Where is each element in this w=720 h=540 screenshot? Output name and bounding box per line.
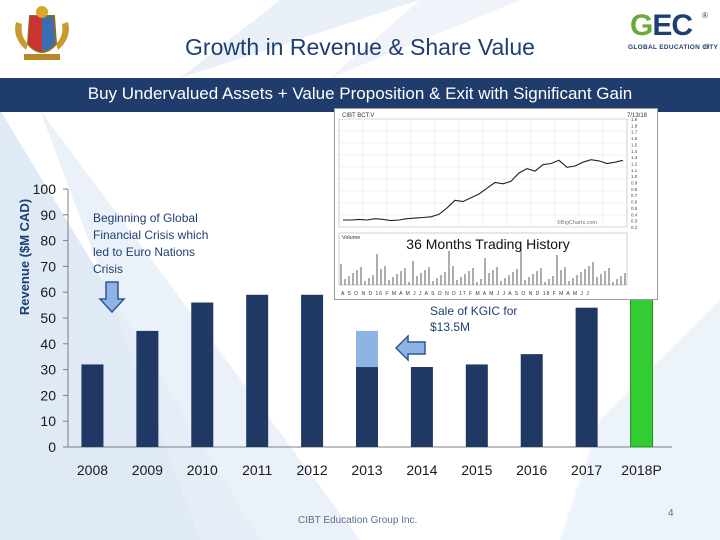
volume-label: Volume [342,235,360,241]
registered-mark-2: ® [704,44,710,51]
y-tick-label: 20 [40,387,56,403]
y-tick-label: 60 [40,284,56,300]
inset-date: 7/13/18 [627,113,648,119]
inset-price-tick: 1.6 [631,136,638,141]
inset-month-axis: A S O N D 16 F M A M J J A S O N D 17 F … [341,291,590,297]
inset-price-tick: 0.9 [631,181,638,186]
y-tick-label: 30 [40,362,56,378]
y-tick-label: 70 [40,258,56,274]
bar-2008 [81,364,104,447]
inset-price-tick: 1.1 [631,168,638,173]
inset-price-tick: 1.2 [631,161,638,166]
sale-arrow-icon [394,334,426,362]
bar-2011 [246,294,269,447]
registered-mark: ® [702,11,708,20]
crisis-annotation: Beginning of Global Financial Crisis whi… [93,211,209,276]
bar-2015 [465,364,488,447]
x-tick-label: 2016 [516,462,547,478]
bar-2013 [356,367,378,447]
y-axis-label: Revenue ($M CAD) [17,199,32,315]
bar-2009 [136,330,159,447]
inset-price-tick: 1.5 [631,142,638,147]
y-tick-label: 90 [40,207,56,223]
x-tick-label: 2011 [242,462,272,478]
x-tick-label: 2009 [132,462,163,478]
x-tick-label: 2018P [621,462,661,478]
bar-2010 [191,302,214,447]
x-tick-label: 2015 [461,462,492,478]
inset-price-tick: 1.7 [631,130,638,135]
inset-price-tick: 1.4 [631,149,638,154]
footer-company: CIBT Education Group Inc. [298,515,418,526]
x-tick-label: 2008 [77,462,108,478]
x-tick-label: 2012 [297,462,328,478]
crest-logo [15,6,69,60]
bar-2017 [575,307,598,447]
x-tick-label: 2013 [351,462,382,478]
inset-price-tick: 0.5 [631,206,638,211]
page-number: 4 [668,508,674,519]
x-tick-label: 2014 [406,462,437,478]
logo-subtitle: GLOBAL EDUCATION CITY [628,44,719,51]
crisis-arrow-icon [98,281,126,314]
inset-title: CIBT BCT.V [342,113,374,119]
y-tick-label: 80 [40,233,56,249]
gec-logo-ec: EC [652,9,693,42]
volume-panel [338,232,628,286]
inset-watermark: ©BigCharts.com [557,219,598,226]
gec-logo: GEC [630,9,693,42]
bar-2016 [520,354,543,447]
x-tick-label: 2017 [571,462,602,478]
inset-price-tick: 1.8 [631,123,638,128]
stock-price-chart: CIBT BCT.V 7/13/18 ©BigCharts.com 1.91.8 1.7… [338,113,648,297]
inset-price-tick: 0.2 [631,225,638,230]
page-title: Growth in Revenue & Share Value [185,34,535,60]
inset-price-tick: 0.8 [631,187,638,192]
trading-history-inset: CIBT BCT.V 7/13/18 ©BigCharts.com 1.9 1.8 1.7… [334,108,658,300]
y-tick-label: 0 [48,439,56,455]
banner [0,78,720,112]
bar-2014 [410,367,433,447]
inset-price-tick: 1.3 [631,155,638,160]
y-tick-label: 10 [40,413,56,429]
bar-segment-2013-sale [356,330,378,368]
inset-price-tick: 0.7 [631,193,638,198]
x-tick-label: 2010 [187,462,218,478]
inset-price-tick: 1.9 [631,117,638,122]
bar-2012 [301,294,324,447]
y-tick-label: 40 [40,336,56,352]
y-tick-label: 100 [33,181,57,197]
inset-price-tick: 0.4 [631,212,638,217]
banner-text: Buy Undervalued Assets + Value Propositi… [87,84,633,103]
inset-price-tick: 0.6 [631,200,638,205]
inset-price-tick: 0.3 [631,219,638,224]
inset-price-tick: 1.0 [631,174,638,179]
inset-label: 36 Months Trading History [406,236,570,252]
price-line [343,159,624,222]
y-tick-label: 50 [40,310,56,326]
sale-annotation: Sale of KGIC for $13.5M [430,304,518,334]
